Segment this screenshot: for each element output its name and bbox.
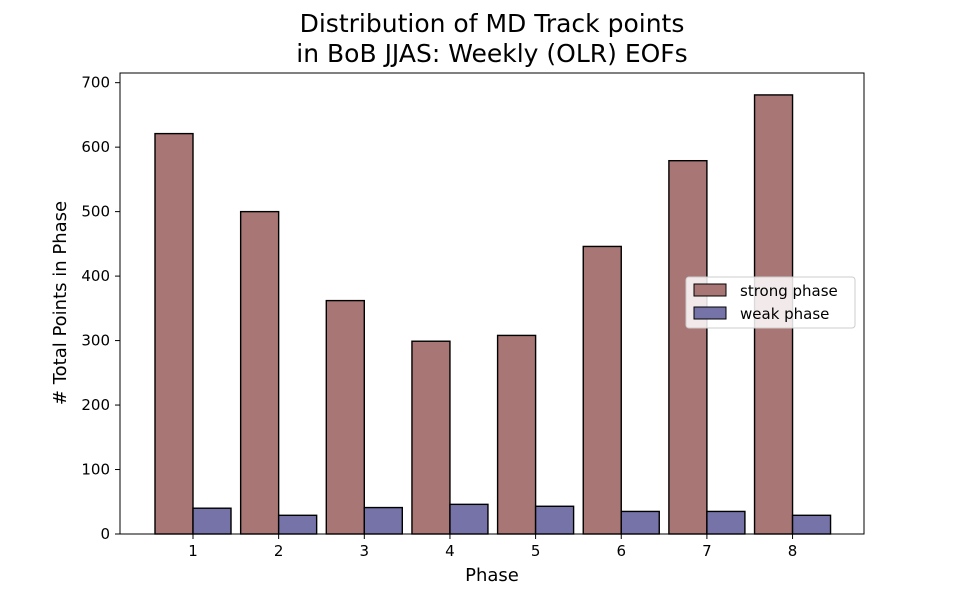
x-tick-label: 4 bbox=[445, 542, 455, 560]
y-tick-label: 0 bbox=[100, 525, 110, 543]
bar-strong-phase-3 bbox=[325, 299, 365, 535]
y-tick-label: 300 bbox=[81, 332, 110, 350]
x-tick-label: 6 bbox=[616, 542, 626, 560]
bar-strong-phase-2 bbox=[239, 210, 280, 535]
x-tick-label: 5 bbox=[531, 542, 541, 560]
legend-box bbox=[685, 276, 856, 329]
bar-weak-phase-3 bbox=[363, 506, 403, 535]
x-tick-label: 7 bbox=[702, 542, 712, 560]
y-tick-label: 200 bbox=[81, 396, 110, 414]
y-tick-label: 600 bbox=[81, 138, 110, 156]
bar-strong-phase-6 bbox=[582, 245, 622, 535]
bar-weak-phase-6 bbox=[620, 510, 660, 535]
bar-strong-phase-5 bbox=[496, 334, 537, 535]
bar-strong-phase-4 bbox=[411, 340, 451, 535]
x-tick-label: 1 bbox=[188, 542, 198, 560]
y-axis: 0 100 200 300 400 500 600 700 bbox=[81, 74, 120, 543]
bar-weak-phase-5 bbox=[534, 505, 575, 535]
x-axis: 1 2 3 4 5 6 7 8 bbox=[188, 534, 797, 560]
plot-frame bbox=[119, 72, 865, 535]
y-tick-label: 100 bbox=[81, 461, 110, 479]
y-tick-label: 700 bbox=[81, 74, 110, 92]
bars-group bbox=[154, 94, 832, 535]
y-tick-label: 400 bbox=[81, 267, 110, 285]
y-tick-label: 500 bbox=[81, 203, 110, 221]
legend: strong phase weak phase bbox=[685, 276, 856, 329]
bar-weak-phase-7 bbox=[706, 510, 746, 535]
legend-label-weak-phase: weak phase bbox=[740, 305, 829, 323]
bar-strong-phase-7 bbox=[668, 159, 708, 535]
x-tick-label: 2 bbox=[274, 542, 284, 560]
legend-label-strong-phase: strong phase bbox=[740, 282, 838, 300]
x-axis-label: Phase bbox=[465, 565, 519, 586]
x-tick-label: 8 bbox=[788, 542, 798, 560]
x-tick-label: 3 bbox=[360, 542, 370, 560]
chart-subtitle: in BoB JJAS: Weekly (OLR) EOFs bbox=[296, 39, 687, 68]
chart-title: Distribution of MD Track points bbox=[300, 9, 685, 38]
bar-weak-phase-4 bbox=[449, 503, 489, 535]
legend-swatch-weak-phase bbox=[693, 306, 727, 320]
bar-weak-phase-2 bbox=[277, 514, 318, 535]
bar-weak-phase-8 bbox=[791, 514, 832, 535]
bar-weak-phase-1 bbox=[192, 507, 232, 535]
legend-swatch-strong-phase bbox=[693, 283, 727, 297]
bar-strong-phase-1 bbox=[154, 132, 194, 535]
y-axis-label: # Total Points in Phase bbox=[50, 201, 71, 405]
